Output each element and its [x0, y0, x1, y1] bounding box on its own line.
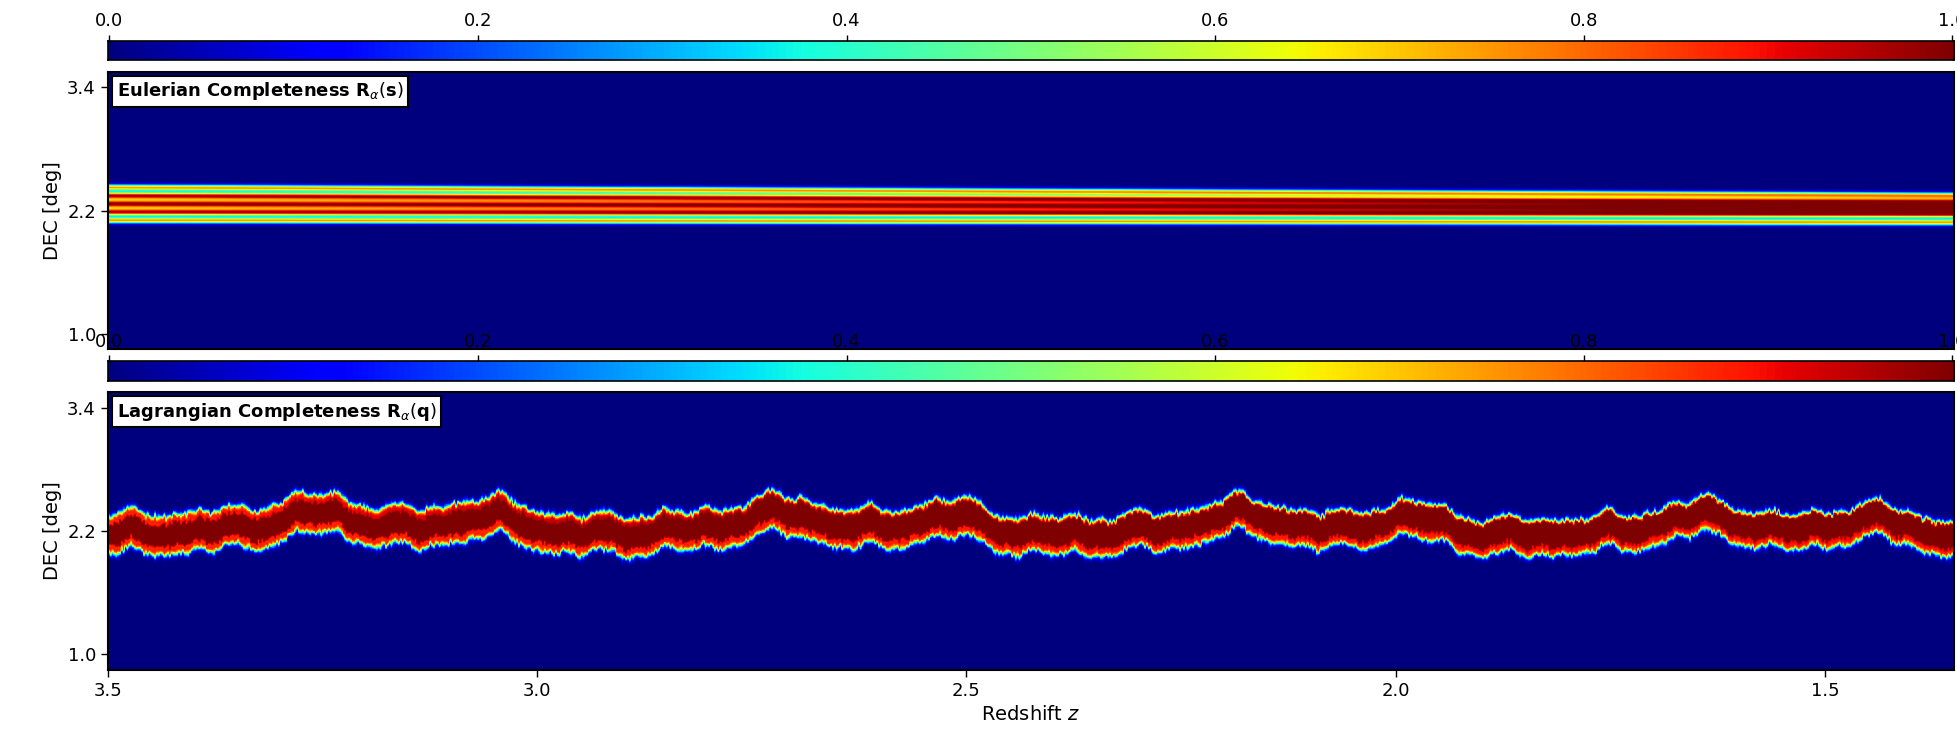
Text: Eulerian Completeness $\mathbf{R}_{\alpha}(\mathbf{s})$: Eulerian Completeness $\mathbf{R}_{\alph… [117, 81, 403, 102]
Y-axis label: DEC [deg]: DEC [deg] [43, 161, 61, 260]
Text: Lagrangian Completeness $\mathbf{R}_{\alpha}(\mathbf{q})$: Lagrangian Completeness $\mathbf{R}_{\al… [117, 401, 436, 423]
X-axis label: Redshift $z$: Redshift $z$ [980, 705, 1080, 724]
Y-axis label: DEC [deg]: DEC [deg] [43, 482, 61, 580]
